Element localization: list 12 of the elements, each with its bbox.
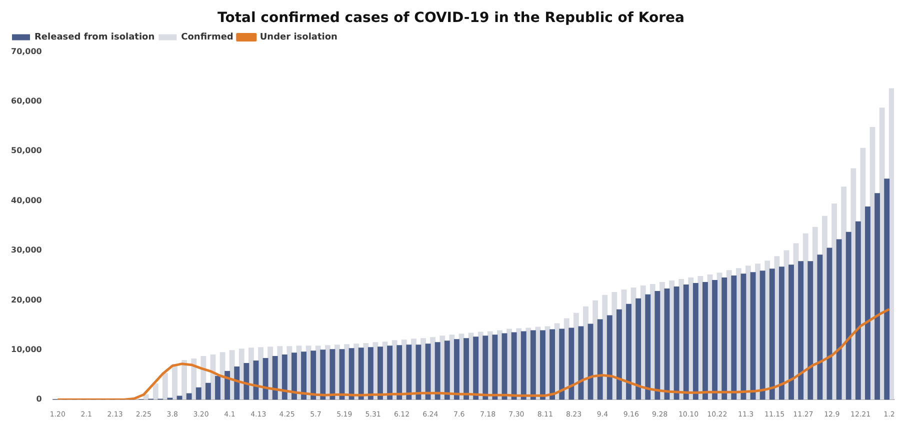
legend-label: Confirmed bbox=[181, 32, 234, 43]
y-tick-label: 50,000 bbox=[10, 146, 42, 156]
y-tick-label: 20,000 bbox=[10, 295, 42, 304]
y-tick-label: 30,000 bbox=[10, 246, 42, 255]
y-tick-label: 60,000 bbox=[10, 96, 42, 106]
y-tick-label: 40,000 bbox=[10, 196, 42, 205]
chart-title: Total confirmed cases of COVID-19 in the Republic of Korea bbox=[218, 10, 684, 26]
y-tick-label: 10,000 bbox=[10, 344, 42, 354]
legend-label: Under isolation bbox=[260, 32, 338, 43]
legend-label: Released from isolation bbox=[34, 32, 155, 43]
y-tick-label: 0 bbox=[36, 394, 42, 404]
y-tick-label: 70,000 bbox=[10, 46, 42, 56]
